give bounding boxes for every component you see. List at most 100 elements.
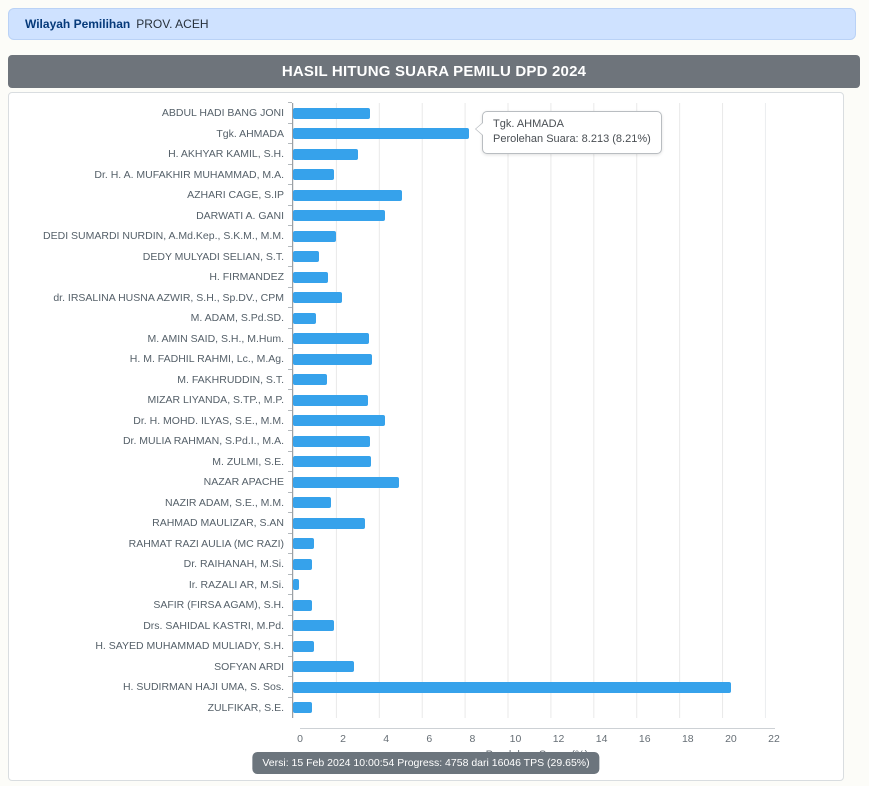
chart-row: DEDY MULYADI SELIAN, S.T. bbox=[9, 245, 843, 267]
x-tick-label: 6 bbox=[426, 733, 433, 745]
chart-row: Dr. H. MOHD. ILYAS, S.E., M.M. bbox=[9, 409, 843, 431]
bar[interactable] bbox=[293, 251, 319, 263]
bar-track bbox=[288, 676, 766, 698]
category-label: DEDI SUMARDI NURDIN, A.Md.Kep., S.K.M., … bbox=[43, 230, 284, 242]
x-tick-label: 22 bbox=[768, 733, 780, 745]
category-label: Drs. SAHIDAL KASTRI, M.Pd. bbox=[143, 619, 284, 632]
category-label: Tgk. AHMADA bbox=[216, 127, 284, 140]
bar[interactable] bbox=[293, 620, 334, 632]
category-label: NAZAR APACHE bbox=[203, 476, 284, 488]
banner-label: Wilayah Pemilihan bbox=[25, 17, 131, 31]
category-label: H. SAYED MUHAMMAD MULIADY, S.H. bbox=[95, 640, 284, 652]
category-label: Dr. RAIHANAH, M.Si. bbox=[183, 558, 284, 570]
chart-row: Tgk. AHMADA bbox=[9, 122, 843, 144]
category-label: MIZAR LIYANDA, S.TP., M.P. bbox=[147, 394, 284, 406]
chart-row: DEDI SUMARDI NURDIN, A.Md.Kep., S.K.M., … bbox=[9, 225, 843, 247]
bar[interactable] bbox=[293, 333, 370, 345]
x-tick-label: 18 bbox=[681, 733, 694, 745]
category-label: ZULFIKAR, S.E. bbox=[207, 701, 284, 714]
x-tick-label: 20 bbox=[725, 733, 737, 745]
bar[interactable] bbox=[293, 640, 315, 652]
bar[interactable] bbox=[293, 128, 470, 140]
bar[interactable] bbox=[293, 312, 316, 324]
bar-track bbox=[288, 409, 766, 431]
bar[interactable] bbox=[293, 230, 336, 242]
bar-track bbox=[288, 614, 766, 636]
category-label: Dr. H. A. MUFAKHIR MUHAMMAD, M.A. bbox=[94, 168, 284, 181]
bar[interactable] bbox=[293, 107, 371, 119]
bar-track bbox=[288, 553, 766, 575]
chart-row: Dr. MULIA RAHMAN, S.Pd.I., M.A. bbox=[9, 430, 843, 452]
chart-row: NAZAR APACHE bbox=[9, 471, 843, 493]
bar[interactable] bbox=[293, 538, 315, 550]
bar[interactable] bbox=[293, 558, 313, 570]
bar-track bbox=[288, 245, 766, 267]
bar-track bbox=[288, 594, 766, 616]
x-tick-label: 14 bbox=[595, 733, 608, 745]
bar-track bbox=[288, 696, 766, 718]
x-tick-label: 16 bbox=[638, 733, 651, 745]
chart-row: Ir. RAZALI AR, M.Si. bbox=[9, 573, 843, 595]
bar[interactable] bbox=[293, 292, 343, 304]
bar[interactable] bbox=[293, 497, 331, 509]
chart-row: DARWATI A. GANI bbox=[9, 204, 843, 226]
bar[interactable] bbox=[293, 599, 313, 611]
bar[interactable] bbox=[293, 456, 372, 468]
x-axis-line bbox=[300, 728, 775, 729]
version-progress-text: Versi: 15 Feb 2024 10:00:54 Progress: 47… bbox=[262, 757, 590, 769]
bar-track bbox=[288, 512, 766, 534]
bar-track bbox=[288, 430, 766, 452]
bar[interactable] bbox=[293, 169, 334, 181]
chart-row: M. ADAM, S.Pd.SD. bbox=[9, 307, 843, 329]
chart-row: H. FIRMANDEZ bbox=[9, 266, 843, 288]
bar[interactable] bbox=[293, 148, 359, 160]
chart-row: M. AMIN SAID, S.H., M.Hum. bbox=[9, 327, 843, 349]
chart-row: M. ZULMI, S.E. bbox=[9, 450, 843, 472]
chart-row: Dr. RAIHANAH, M.Si. bbox=[9, 553, 843, 575]
bar[interactable] bbox=[293, 579, 300, 591]
category-label: H. SUDIRMAN HAJI UMA, S. Sos. bbox=[122, 681, 284, 693]
bar[interactable] bbox=[293, 271, 329, 283]
bar-track bbox=[288, 348, 766, 370]
page-title-bar: HASIL HITUNG SUARA PEMILU DPD 2024 bbox=[8, 55, 860, 88]
bar-track bbox=[288, 450, 766, 472]
bar[interactable] bbox=[293, 435, 371, 447]
chart-row: Drs. SAHIDAL KASTRI, M.Pd. bbox=[9, 614, 843, 636]
bar[interactable] bbox=[293, 415, 386, 427]
bar[interactable] bbox=[293, 681, 731, 693]
category-label: M. FAKHRUDDIN, S.T. bbox=[177, 373, 284, 386]
category-label: NAZIR ADAM, S.E., M.M. bbox=[164, 496, 284, 509]
bar[interactable] bbox=[293, 189, 403, 201]
page-title: HASIL HITUNG SUARA PEMILU DPD 2024 bbox=[281, 63, 587, 80]
bar-track bbox=[288, 368, 766, 390]
bar[interactable] bbox=[293, 210, 386, 222]
category-label: DEDY MULYADI SELIAN, S.T. bbox=[142, 250, 284, 263]
banner-value: PROV. ACEH bbox=[136, 17, 209, 31]
bar[interactable] bbox=[293, 374, 328, 386]
category-label: M. ADAM, S.Pd.SD. bbox=[190, 312, 284, 324]
x-tick-label: 10 bbox=[509, 733, 522, 745]
category-label: ABDUL HADI BANG JONI bbox=[161, 107, 284, 119]
tooltip-candidate-name: Tgk. AHMADA bbox=[493, 118, 564, 130]
bar-track bbox=[288, 491, 766, 513]
chart-card: ABDUL HADI BANG JONI Tgk. AHMADA H. AKHYAR… bbox=[8, 92, 844, 781]
chart-tooltip: Tgk. AHMADA Perolehan Suara: 8.213 (8.21… bbox=[475, 111, 662, 154]
bar[interactable] bbox=[293, 353, 373, 365]
chart-row: H. AKHYAR KAMIL, S.H. bbox=[9, 143, 843, 165]
x-tick-label: 12 bbox=[552, 733, 565, 745]
bar[interactable] bbox=[293, 661, 355, 673]
category-label: Dr. H. MOHD. ILYAS, S.E., M.M. bbox=[133, 414, 284, 427]
bar[interactable] bbox=[293, 702, 313, 714]
chart-row: M. FAKHRUDDIN, S.T. bbox=[9, 368, 843, 390]
chart-row: ABDUL HADI BANG JONI bbox=[9, 102, 843, 124]
category-label: AZHARI CAGE, S.IP bbox=[187, 189, 284, 201]
bar[interactable] bbox=[293, 517, 365, 529]
chart-row: dr. IRSALINA HUSNA AZWIR, S.H., Sp.DV., … bbox=[9, 286, 843, 308]
category-label: Ir. RAZALI AR, M.Si. bbox=[188, 578, 284, 591]
bar-track bbox=[288, 389, 766, 411]
bar[interactable] bbox=[293, 476, 400, 488]
bar-track bbox=[288, 184, 766, 206]
chart-row: RAHMAT RAZI AULIA (MC RAZI) bbox=[9, 532, 843, 554]
x-tick-label: 4 bbox=[383, 733, 390, 745]
bar[interactable] bbox=[293, 394, 369, 406]
